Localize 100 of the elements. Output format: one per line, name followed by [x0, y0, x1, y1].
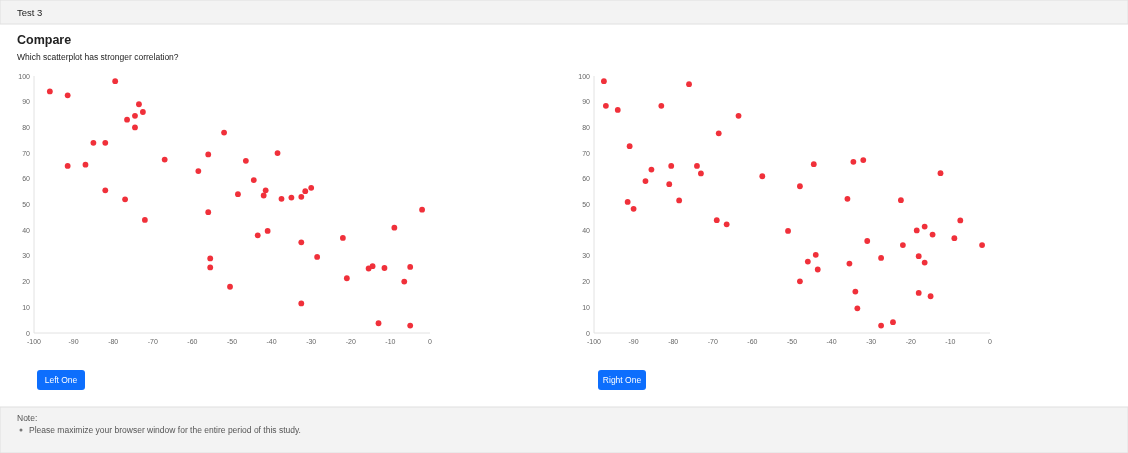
point — [381, 265, 388, 271]
point — [207, 255, 214, 262]
point — [264, 228, 271, 234]
point — [601, 78, 607, 85]
point — [614, 107, 621, 113]
button: Right One — [598, 370, 646, 390]
point — [298, 239, 305, 246]
point — [419, 206, 425, 213]
point — [298, 300, 305, 307]
text: Please maximize your browser window for the entire period of this study. — [29, 425, 301, 435]
point — [90, 139, 97, 146]
point — [846, 260, 853, 267]
point — [715, 130, 722, 137]
point — [979, 242, 985, 249]
point — [250, 177, 257, 183]
point — [686, 81, 692, 88]
point — [915, 290, 922, 296]
point — [102, 187, 109, 194]
chart-title: Compare — [17, 33, 72, 47]
point — [804, 258, 811, 265]
point — [262, 187, 269, 194]
point — [666, 181, 673, 188]
point — [64, 92, 71, 99]
chart-subtitle: Which scatterplot has stronger correlation? — [17, 52, 179, 62]
point — [132, 124, 138, 131]
point — [140, 109, 146, 115]
point — [898, 197, 904, 204]
point — [812, 251, 819, 258]
point — [278, 195, 285, 202]
point — [854, 305, 861, 312]
point — [864, 238, 871, 244]
point — [124, 116, 130, 123]
point — [64, 163, 71, 169]
point — [375, 320, 382, 327]
point — [314, 254, 321, 260]
point — [921, 223, 928, 230]
point — [260, 192, 267, 199]
point — [407, 264, 414, 270]
point — [937, 170, 944, 177]
point — [797, 183, 803, 190]
point — [713, 217, 720, 224]
point — [668, 163, 675, 169]
point — [132, 112, 138, 119]
point — [676, 197, 683, 204]
point — [298, 193, 305, 200]
point — [302, 188, 309, 195]
point — [136, 101, 142, 108]
point — [242, 157, 249, 164]
point — [235, 191, 241, 198]
point — [797, 278, 803, 285]
point — [274, 150, 281, 156]
point — [852, 288, 859, 295]
point — [626, 143, 633, 150]
point — [698, 170, 704, 177]
point — [122, 196, 128, 203]
point — [141, 217, 148, 223]
point — [227, 283, 233, 290]
point — [759, 173, 766, 180]
point — [602, 102, 609, 109]
point — [195, 168, 202, 174]
point — [82, 161, 89, 168]
point — [624, 199, 631, 205]
button: Left One — [37, 370, 85, 390]
point — [161, 156, 168, 163]
point — [878, 322, 884, 329]
point — [221, 129, 227, 136]
point — [844, 195, 851, 202]
point — [735, 112, 742, 119]
point — [913, 227, 920, 234]
point — [890, 319, 896, 326]
point — [630, 205, 637, 212]
point — [929, 231, 936, 238]
text: Test 3 — [17, 7, 43, 18]
point — [648, 166, 655, 173]
point — [391, 224, 398, 231]
point — [205, 209, 212, 216]
point — [112, 78, 119, 85]
point — [102, 139, 109, 146]
point — [810, 161, 817, 168]
point — [951, 235, 958, 242]
point — [205, 151, 212, 158]
point — [308, 184, 315, 191]
point — [369, 263, 376, 270]
point — [899, 242, 906, 249]
point — [878, 255, 884, 261]
point — [850, 158, 857, 165]
point — [915, 253, 922, 260]
text: Note: — [17, 413, 38, 423]
point — [723, 221, 730, 228]
point — [401, 278, 408, 285]
point — [814, 266, 821, 273]
point — [46, 88, 53, 95]
point — [254, 232, 261, 239]
point — [785, 228, 791, 234]
point — [407, 322, 414, 329]
point — [207, 264, 214, 271]
point — [957, 217, 964, 224]
point — [339, 235, 346, 241]
point — [921, 259, 928, 266]
point — [642, 178, 649, 185]
